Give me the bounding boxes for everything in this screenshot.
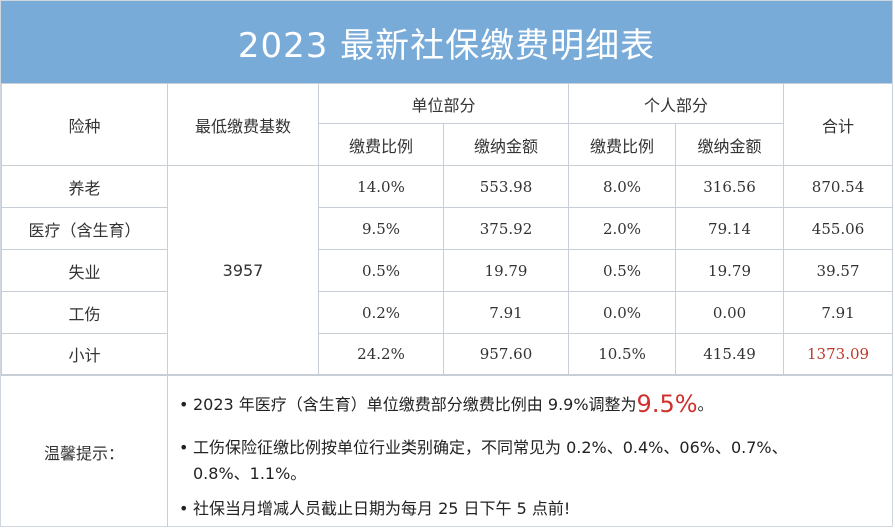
employee-amount: 19.79 bbox=[675, 249, 785, 292]
employer-rate: 24.2% bbox=[318, 333, 444, 375]
tips-label: 温馨提示： bbox=[1, 376, 168, 527]
row-total: 870.54 bbox=[783, 165, 894, 208]
row-name: 工伤 bbox=[1, 291, 168, 334]
title-banner: 2023 最新社保缴费明细表 bbox=[1, 1, 892, 83]
tip-text: 工伤保险征缴比例按单位行业类别确定，不同常见为 0.2%、0.4%、06%、0.… bbox=[193, 438, 788, 457]
header-employee-rate: 缴费比例 bbox=[568, 123, 677, 166]
header-row-1: 险种 最低缴费基数 单位部分 个人部分 合计 bbox=[1, 83, 894, 166]
employer-rate: 9.5% bbox=[318, 207, 444, 250]
row-name: 医疗（含生育） bbox=[1, 207, 168, 250]
table-row: 养老 3957 14.0% 553.98 8.0% 316.56 870.54 bbox=[1, 165, 894, 375]
employee-amount: 415.49 bbox=[675, 333, 785, 375]
employee-rate: 0.0% bbox=[568, 291, 677, 334]
employer-amount: 375.92 bbox=[442, 207, 570, 250]
header-employee-part: 个人部分 bbox=[568, 83, 785, 124]
tip-text-continued: 0.8%、1.1%。 bbox=[193, 464, 307, 483]
row-total: 39.57 bbox=[783, 249, 894, 292]
tip-item: • 工伤保险征缴比例按单位行业类别确定，不同常见为 0.2%、0.4%、06%、0… bbox=[179, 435, 879, 487]
tip-text: 2023 年医疗（含生育）单位缴费部分缴费比例由 9.9%调整为 bbox=[193, 395, 637, 414]
table-row: 医疗（含生育） 9.5% 375.92 2.0% 79.14 455.06 bbox=[1, 207, 894, 250]
header-employee-amount: 缴纳金额 bbox=[675, 123, 785, 166]
employer-rate: 0.5% bbox=[318, 249, 444, 292]
bullet-icon: • bbox=[179, 438, 189, 457]
grand-total: 1373.09 bbox=[783, 333, 894, 375]
table-row: 失业 0.5% 19.79 0.5% 19.79 39.57 bbox=[1, 249, 894, 292]
tip-text: 社保当月增减人员截止日期为每月 25 日下午 5 点前! bbox=[193, 499, 571, 518]
page-title: 2023 最新社保缴费明细表 bbox=[237, 25, 656, 66]
employee-amount: 79.14 bbox=[675, 207, 785, 250]
tip-text-end: 。 bbox=[697, 395, 714, 414]
employer-amount: 19.79 bbox=[442, 249, 570, 292]
contribution-table: 险种 最低缴费基数 单位部分 个人部分 合计 缴费比例 缴纳金额 缴费比例 缴纳… bbox=[1, 83, 894, 375]
header-min-base: 最低缴费基数 bbox=[167, 83, 319, 166]
row-total: 7.91 bbox=[783, 291, 894, 334]
employee-rate: 10.5% bbox=[568, 333, 677, 375]
row-name: 小计 bbox=[1, 333, 168, 375]
row-name: 失业 bbox=[1, 249, 168, 292]
table-row: 工伤 0.2% 7.91 0.0% 0.00 7.91 bbox=[1, 291, 894, 334]
employee-rate: 8.0% bbox=[568, 165, 677, 208]
employer-rate: 14.0% bbox=[318, 165, 444, 208]
tips-list: • 2023 年医疗（含生育）单位缴费部分缴费比例由 9.9%调整为9.5%。 •… bbox=[171, 376, 886, 527]
header-total: 合计 bbox=[783, 83, 894, 166]
tip-highlight: 9.5% bbox=[636, 390, 698, 418]
employee-rate: 0.5% bbox=[568, 249, 677, 292]
bullet-icon: • bbox=[179, 499, 189, 518]
min-base-value: 3957 bbox=[167, 165, 319, 375]
header-row-2: 缴费比例 缴纳金额 缴费比例 缴纳金额 bbox=[2, 123, 893, 166]
employee-rate: 2.0% bbox=[568, 207, 677, 250]
employee-amount: 316.56 bbox=[675, 165, 785, 208]
row-name: 养老 bbox=[1, 165, 168, 208]
tips-section: 温馨提示： • 2023 年医疗（含生育）单位缴费部分缴费比例由 9.9%调整为9… bbox=[1, 375, 892, 527]
row-total: 455.06 bbox=[783, 207, 894, 250]
bullet-icon: • bbox=[179, 395, 189, 414]
tip-item: • 2023 年医疗（含生育）单位缴费部分缴费比例由 9.9%调整为9.5%。 bbox=[179, 391, 714, 418]
subtotal-row: 小计 24.2% 957.60 10.5% 415.49 1373.09 bbox=[1, 333, 894, 375]
header-employer-rate: 缴费比例 bbox=[318, 123, 444, 166]
employer-rate: 0.2% bbox=[318, 291, 444, 334]
header-employer-part: 单位部分 bbox=[317, 83, 570, 124]
employee-amount: 0.00 bbox=[675, 291, 785, 334]
employer-amount: 553.98 bbox=[442, 165, 570, 208]
employer-amount: 957.60 bbox=[442, 333, 570, 375]
header-insurance-type: 险种 bbox=[1, 83, 168, 166]
tip-item: • 社保当月增减人员截止日期为每月 25 日下午 5 点前! bbox=[179, 496, 570, 522]
employer-amount: 7.91 bbox=[442, 291, 570, 334]
header-employer-amount: 缴纳金额 bbox=[442, 123, 570, 166]
